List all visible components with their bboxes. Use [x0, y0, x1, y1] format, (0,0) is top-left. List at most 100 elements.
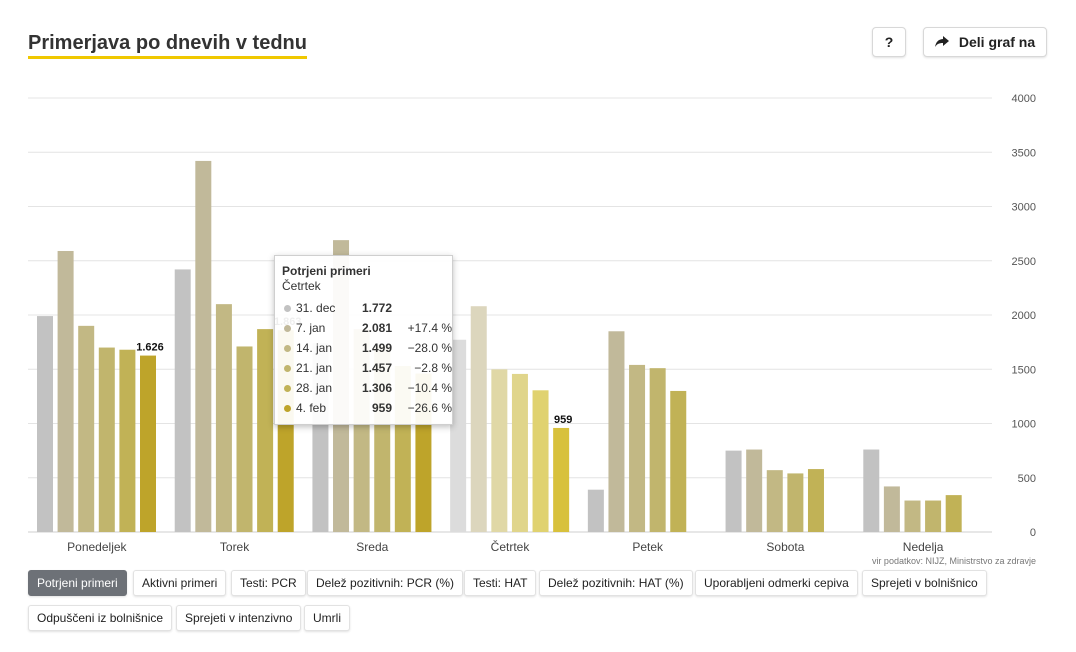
bar[interactable]	[236, 346, 253, 532]
legend-dot-icon	[284, 305, 291, 312]
tooltip-subtitle: Četrtek	[282, 279, 321, 293]
tooltip-title: Potrjeni primeri	[282, 264, 371, 278]
chart-tooltip: Potrjeni primeri Četrtek 31. dec 1.772 7. …	[274, 255, 453, 425]
y-tick-label: 1500	[1012, 364, 1036, 376]
tooltip-change: −2.8 %	[414, 361, 452, 375]
y-tick-label: 2000	[1012, 310, 1036, 322]
tab-10[interactable]: Umrli	[304, 605, 350, 631]
y-tick-label: 1000	[1012, 419, 1036, 431]
y-tick-label: 2500	[1012, 256, 1036, 268]
bar[interactable]	[746, 449, 763, 532]
x-tick-label: Torek	[220, 540, 250, 554]
bar[interactable]	[491, 369, 508, 532]
x-tick-label: Sreda	[356, 540, 388, 554]
bar[interactable]	[78, 325, 95, 532]
tooltip-date: 28. jan	[296, 381, 333, 395]
bar[interactable]	[215, 304, 232, 532]
x-tick-label: Nedelja	[903, 540, 944, 554]
bar[interactable]	[37, 316, 53, 532]
help-button[interactable]: ?	[872, 27, 906, 57]
share-button[interactable]: Deli graf na	[923, 27, 1047, 57]
bar[interactable]	[629, 364, 646, 532]
tooltip-date: 31. dec	[296, 301, 336, 315]
bar[interactable]	[766, 470, 783, 532]
tooltip-change: −10.4 %	[407, 381, 452, 395]
x-axis: Ponedeljek Torek Sreda Četrtek Petek Sobota Ne…	[67, 539, 944, 554]
bar-chart: 0 500 1000 1500 2000 2500 3000 3500 4000 Ponedel…	[28, 93, 1036, 566]
tooltip-value: 1.306	[361, 381, 392, 395]
tab-5[interactable]: Delež pozitivnih: HAT (%)	[539, 570, 693, 596]
tab-2[interactable]: Testi: PCR	[231, 570, 306, 596]
tab-8[interactable]: Odpuščeni iz bolnišnice	[28, 605, 173, 631]
bar[interactable]	[140, 355, 156, 532]
tooltip-date: 4. feb	[296, 401, 327, 415]
grid-lines	[28, 97, 992, 533]
legend-dot-icon	[284, 345, 291, 352]
bar[interactable]	[807, 469, 824, 532]
tab-7[interactable]: Sprejeti v bolnišnico	[862, 570, 987, 596]
tab-6[interactable]: Uporabljeni odmerki cepiva	[695, 570, 858, 596]
bar[interactable]	[195, 160, 212, 532]
legend-dot-icon	[284, 405, 291, 412]
tooltip-change: −28.0 %	[407, 341, 452, 355]
tooltip-row: 7. jan 2.081 +17.4 %	[282, 318, 452, 338]
bar[interactable]	[904, 500, 921, 532]
x-tick-label: Sobota	[766, 540, 804, 554]
bar[interactable]	[470, 306, 487, 532]
help-label: ?	[884, 34, 894, 50]
tooltip-change: +17.4 %	[407, 321, 452, 335]
bar[interactable]	[925, 500, 942, 532]
tooltip-row: 31. dec 1.772	[282, 298, 445, 318]
tooltip-value: 1.457	[361, 361, 392, 375]
bar[interactable]	[787, 473, 804, 532]
tooltip-date: 7. jan	[296, 321, 326, 335]
x-tick-label: Četrtek	[491, 539, 531, 554]
bar[interactable]	[450, 339, 467, 532]
tab-1[interactable]: Aktivni primeri	[133, 570, 227, 596]
tooltip-change: −26.6 %	[407, 401, 452, 415]
bar[interactable]	[119, 349, 136, 532]
source-note: vir podatkov: NIJZ, Ministrstvo za zdrav…	[872, 556, 1036, 566]
bar[interactable]	[883, 486, 900, 532]
tab-0[interactable]: Potrjeni primeri	[28, 570, 127, 596]
bar[interactable]	[587, 489, 604, 532]
bar[interactable]	[257, 329, 274, 532]
data-label: 1.626	[136, 342, 164, 354]
y-axis: 0 500 1000 1500 2000 2500 3000 3500 4000	[1012, 93, 1036, 539]
y-tick-label: 500	[1018, 473, 1036, 485]
tab-3[interactable]: Delež pozitivnih: PCR (%)	[307, 570, 464, 596]
tooltip-value: 959	[371, 401, 392, 415]
y-tick-label: 3000	[1012, 202, 1036, 214]
legend-dot-icon	[284, 385, 291, 392]
bar[interactable]	[57, 250, 74, 533]
tooltip-row: 21. jan 1.457 −2.8 %	[282, 358, 452, 378]
bar[interactable]	[649, 368, 666, 532]
bar[interactable]	[725, 450, 742, 532]
share-label: Deli graf na	[958, 34, 1036, 50]
x-tick-label: Petek	[632, 540, 664, 554]
bar[interactable]	[553, 427, 570, 532]
bar[interactable]	[511, 373, 528, 532]
tooltip-value: 1.772	[361, 301, 392, 315]
chart-title: Primerjava po dnevih v tednu	[28, 30, 307, 59]
y-tick-label: 3500	[1012, 147, 1036, 159]
bar[interactable]	[532, 390, 549, 532]
bar[interactable]	[863, 449, 880, 532]
tooltip-row: 14. jan 1.499 −28.0 %	[282, 338, 452, 358]
data-label: 959	[554, 414, 572, 426]
tooltip-row: 28. jan 1.306 −10.4 %	[282, 378, 452, 398]
tab-4[interactable]: Testi: HAT	[464, 570, 537, 596]
tab-9[interactable]: Sprejeti v intenzivno	[176, 605, 302, 631]
y-tick-label: 4000	[1012, 93, 1036, 105]
bar[interactable]	[98, 347, 115, 532]
bar[interactable]	[670, 390, 687, 532]
bar[interactable]	[945, 495, 962, 532]
tooltip-date: 21. jan	[296, 361, 333, 375]
tooltip-date: 14. jan	[296, 341, 333, 355]
bar[interactable]	[174, 269, 191, 532]
y-tick-label: 0	[1030, 527, 1036, 539]
legend-dot-icon	[284, 365, 291, 372]
bar[interactable]	[608, 331, 625, 532]
legend-dot-icon	[284, 325, 291, 332]
share-arrow-icon	[934, 36, 949, 48]
